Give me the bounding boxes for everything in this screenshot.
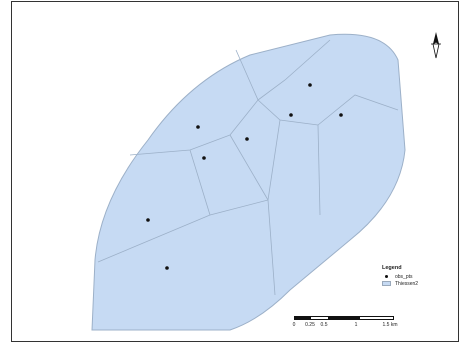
thiessen-hull-polygon	[91, 33, 406, 331]
scale-bar-graphic	[294, 316, 394, 320]
obs-point	[339, 113, 343, 117]
legend-item-points: obs_pts	[382, 273, 430, 280]
legend-item-polygons: Thiessen2	[382, 280, 430, 287]
obs-point	[245, 137, 249, 141]
scale-segment	[295, 317, 312, 319]
scale-label: 1.5 km	[382, 322, 398, 328]
obs-point	[289, 113, 293, 117]
cell-boundary	[257, 39, 331, 101]
scale-segment	[327, 317, 361, 319]
scale-label: 0.5	[320, 322, 328, 328]
scale-segment	[311, 317, 328, 319]
scale-segment	[360, 317, 393, 319]
scale-label: 0.25	[305, 322, 315, 328]
scale-bar: 0 0.25 0.5 1 1.5 km	[292, 316, 404, 336]
obs-point	[202, 156, 206, 160]
north-arrow-icon	[431, 32, 441, 59]
thiessen-cell-boundaries	[97, 39, 399, 296]
scale-label: 1	[354, 322, 358, 328]
scale-label: 0	[292, 322, 296, 328]
map-legend: Legend obs_pts Thiessen2	[382, 265, 430, 287]
cell-boundary	[97, 214, 211, 263]
polygon-swatch-icon	[382, 281, 391, 286]
observation-points	[146, 83, 343, 270]
obs-point	[146, 218, 150, 222]
obs-point	[196, 125, 200, 129]
legend-label: Thiessen2	[395, 280, 419, 287]
point-symbol-icon	[385, 275, 388, 278]
obs-point	[165, 266, 169, 270]
legend-title: Legend	[382, 265, 402, 271]
cell-boundary	[317, 94, 399, 126]
legend-label: obs_pts	[395, 273, 413, 280]
cell-boundary	[317, 124, 321, 216]
obs-point	[308, 83, 312, 87]
cell-boundary	[229, 134, 269, 201]
